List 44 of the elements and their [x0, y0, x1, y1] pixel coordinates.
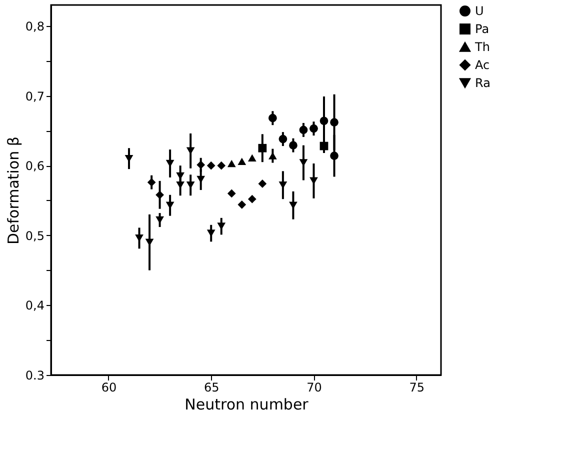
y-tick-label: 0,8: [25, 19, 44, 34]
point: [217, 161, 226, 170]
point: [227, 189, 236, 198]
legend-label: U: [475, 4, 484, 18]
point: [206, 161, 216, 170]
point: [299, 126, 308, 134]
point: [248, 194, 256, 204]
point: [217, 222, 226, 230]
point: [258, 144, 267, 152]
point: [330, 152, 338, 160]
point: [166, 202, 174, 209]
point: [320, 116, 328, 126]
x-axis-title: Neutron number: [184, 396, 310, 414]
point: [278, 134, 288, 144]
point: [320, 142, 328, 150]
point: [330, 118, 338, 126]
x-tick-label: 65: [204, 380, 220, 394]
point: [227, 160, 236, 168]
point: [310, 124, 318, 133]
point: [258, 180, 267, 188]
point: [196, 160, 206, 170]
y-tick-label: 0,7: [25, 89, 44, 104]
point: [289, 141, 298, 150]
legend-label: Ac: [475, 58, 490, 72]
point: [156, 190, 164, 200]
y-tick-label: 0,4: [25, 298, 44, 313]
y-tick-label: 0,5: [25, 228, 44, 243]
y-tick-label: 0,6: [25, 159, 44, 174]
y-axis-title: Deformation β: [4, 136, 22, 245]
point: [145, 238, 154, 246]
legend-label: Ra: [475, 76, 490, 90]
legend-label: Pa: [475, 22, 490, 36]
point: [248, 154, 256, 162]
point: [268, 114, 277, 122]
point: [289, 202, 298, 209]
point: [206, 230, 216, 237]
y-tick-label: 0.3: [25, 368, 44, 382]
x-tick-label: 70: [306, 380, 322, 394]
x-tick-label: 75: [409, 380, 425, 394]
point: [238, 158, 246, 165]
point: [238, 200, 246, 209]
x-tick-label: 60: [101, 380, 117, 394]
legend-label: Th: [474, 40, 490, 54]
point: [147, 178, 156, 187]
